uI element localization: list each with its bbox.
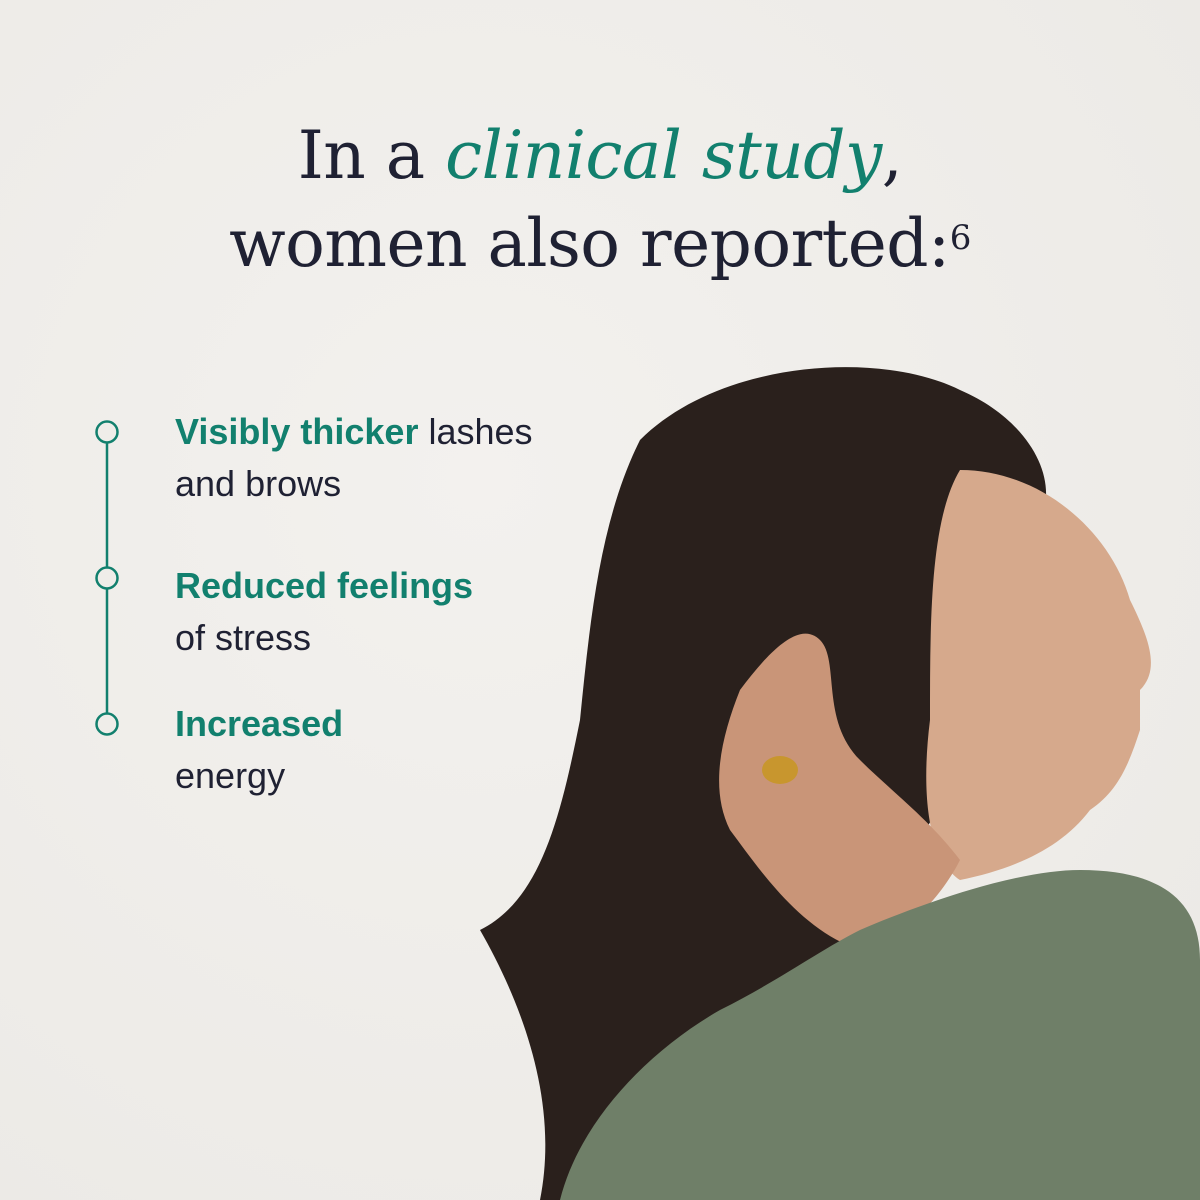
- headline-accent: clinical study: [445, 117, 882, 194]
- face: [926, 470, 1151, 880]
- benefit-text: of stress: [175, 617, 312, 658]
- timeline-circle-icon: [95, 420, 119, 444]
- timeline-circle-icon: [95, 712, 119, 736]
- benefit-item: Visibly thicker lashes and brows: [175, 406, 533, 510]
- benefit-item: Increased energy: [175, 698, 343, 802]
- ring: [762, 756, 798, 784]
- hand: [719, 633, 960, 950]
- timeline-circle-icon: [95, 566, 119, 590]
- benefit-highlight: Visibly thicker: [175, 411, 419, 452]
- headline: In a clinical study, women also reported…: [0, 112, 1200, 288]
- benefit-highlight: Increased: [175, 703, 344, 744]
- headline-line-1: In a clinical study,: [0, 112, 1200, 200]
- benefit-text: lashes: [418, 411, 533, 452]
- headline-line-2: women also reported:6: [0, 200, 1200, 288]
- headline-line-2-text: women also reported:: [229, 205, 950, 282]
- footnote-marker: 6: [949, 218, 972, 258]
- benefit-item: Reduced feelings of stress: [175, 560, 473, 664]
- headline-prefix: In a: [297, 117, 446, 194]
- benefit-text: and brows: [175, 463, 342, 504]
- timeline: [95, 420, 119, 736]
- benefit-text: energy: [175, 755, 286, 796]
- sweater: [560, 870, 1200, 1200]
- headline-suffix: ,: [881, 117, 903, 194]
- benefit-highlight: Reduced feelings: [175, 565, 474, 606]
